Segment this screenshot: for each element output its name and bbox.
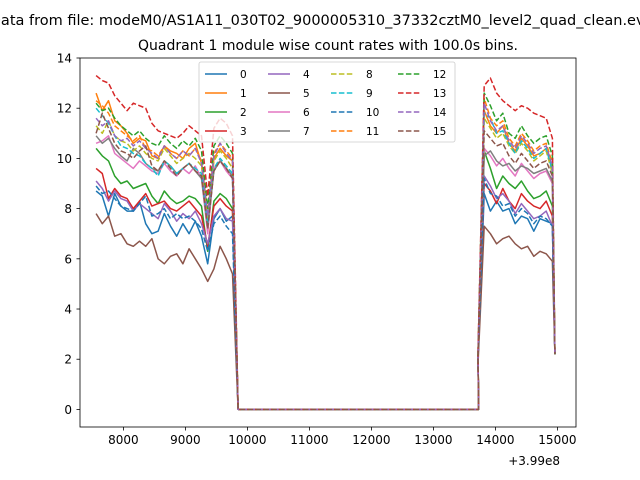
legend-label-10: 10 bbox=[366, 107, 379, 119]
series-line-14 bbox=[95, 102, 556, 411]
y-tick-label: 6 bbox=[64, 252, 72, 266]
series-line-8 bbox=[95, 117, 556, 411]
legend-label-8: 8 bbox=[366, 69, 373, 81]
y-tick-label: 0 bbox=[64, 403, 72, 417]
series-line-11 bbox=[95, 97, 556, 411]
series-line-6 bbox=[95, 135, 556, 411]
legend-label-1: 1 bbox=[240, 88, 247, 100]
y-tick-label: 2 bbox=[64, 353, 72, 367]
x-tick-label: 15000 bbox=[538, 433, 576, 447]
x-offset-label: +3.99e8 bbox=[508, 454, 560, 468]
y-tick-label: 4 bbox=[64, 303, 72, 317]
legend-label-3: 3 bbox=[240, 126, 247, 138]
series-line-15 bbox=[95, 112, 556, 411]
legend-label-9: 9 bbox=[366, 88, 373, 100]
legend-label-4: 4 bbox=[303, 69, 310, 81]
y-tick-label: 12 bbox=[57, 102, 72, 116]
y-tick-label: 14 bbox=[57, 52, 72, 66]
x-tick-label: 12000 bbox=[352, 433, 390, 447]
legend-label-15: 15 bbox=[433, 126, 446, 138]
x-tick-label: 9000 bbox=[170, 433, 201, 447]
series-line-7 bbox=[95, 135, 556, 411]
series-line-0 bbox=[95, 190, 556, 411]
figure-suptitle: Data from file: modeM0/AS1A11_030T02_900… bbox=[0, 13, 640, 29]
x-tick-label: 14000 bbox=[476, 433, 514, 447]
legend-label-11: 11 bbox=[366, 126, 379, 138]
axes-frame bbox=[79, 57, 577, 428]
series-line-10 bbox=[95, 177, 556, 411]
series-line-9 bbox=[95, 107, 556, 411]
y-tick-label: 8 bbox=[64, 202, 72, 216]
legend-label-2: 2 bbox=[240, 107, 247, 119]
series-line-3 bbox=[95, 167, 556, 411]
legend-label-5: 5 bbox=[303, 88, 310, 100]
legend-label-13: 13 bbox=[433, 88, 446, 100]
legend-label-0: 0 bbox=[240, 69, 247, 81]
plot-area bbox=[95, 75, 556, 411]
legend-label-7: 7 bbox=[303, 126, 310, 138]
x-tick-label: 11000 bbox=[290, 433, 328, 447]
y-tick-label: 10 bbox=[57, 152, 72, 166]
series-line-5 bbox=[95, 213, 556, 411]
x-tick-label: 8000 bbox=[108, 433, 139, 447]
axes: 8000 9000 10000 11000 12000 13000 14000 15000 0 2… bbox=[57, 52, 577, 448]
series-line-2 bbox=[95, 147, 556, 411]
legend-label-6: 6 bbox=[303, 107, 310, 119]
series-line-12 bbox=[95, 92, 556, 411]
x-tick-label: 10000 bbox=[228, 433, 266, 447]
legend-label-12: 12 bbox=[433, 69, 446, 81]
x-tick-label: 13000 bbox=[414, 433, 452, 447]
chart-title: Quadrant 1 module wise count rates with … bbox=[138, 38, 518, 54]
legend-box bbox=[198, 61, 456, 143]
legend-label-14: 14 bbox=[433, 107, 447, 119]
